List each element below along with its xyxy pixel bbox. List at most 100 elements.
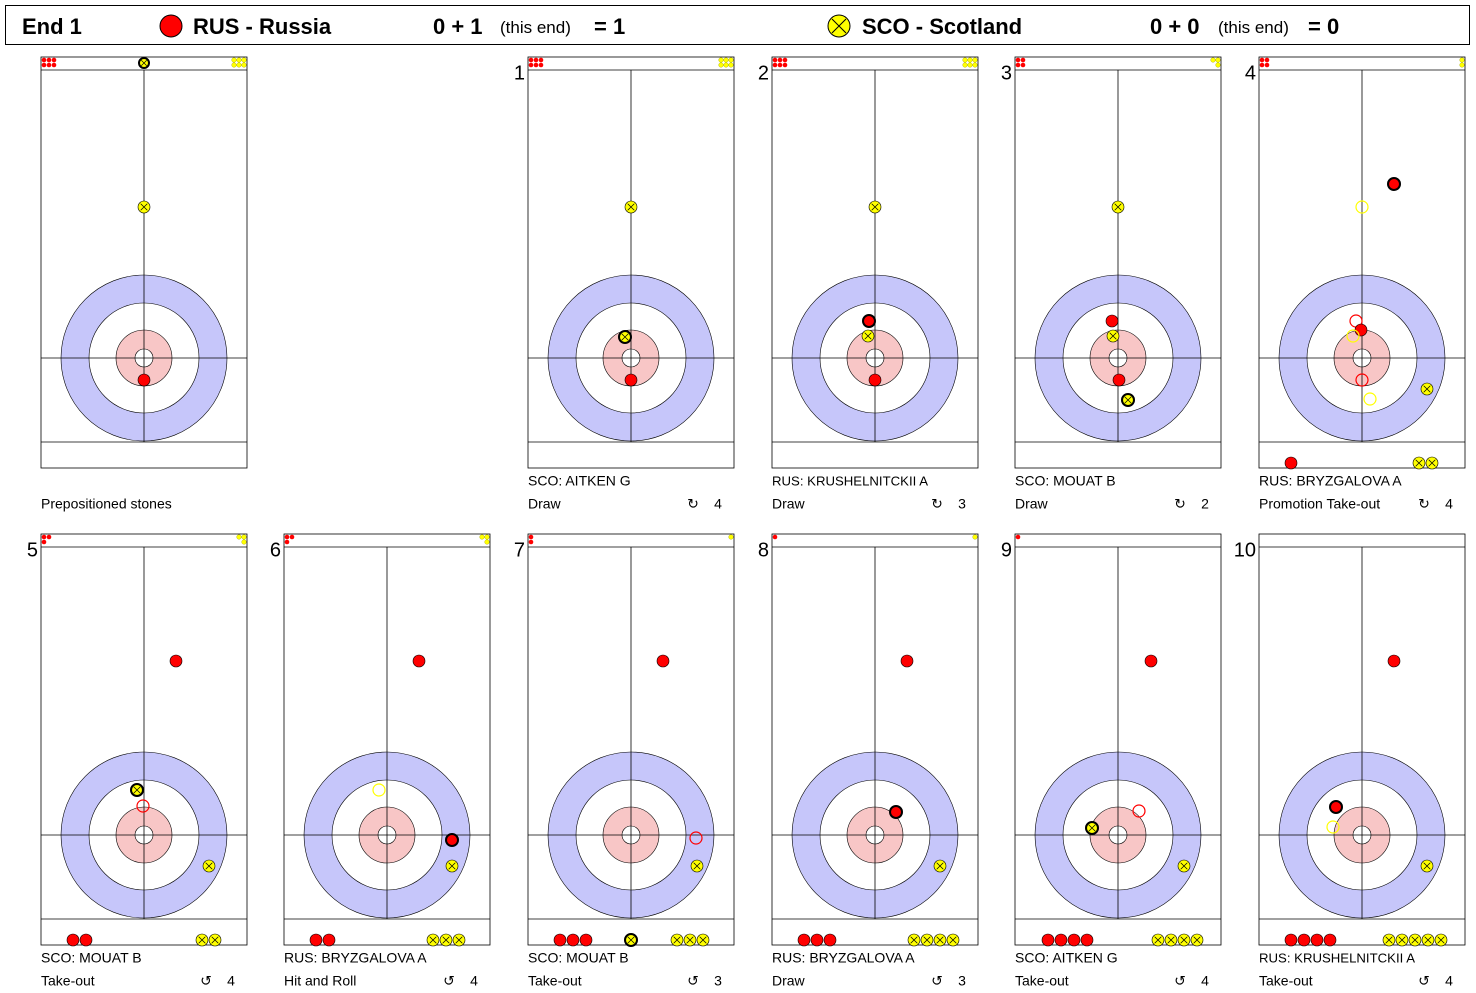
stone <box>169 654 183 668</box>
stone <box>1297 933 1311 947</box>
stone-previous <box>1355 200 1369 214</box>
stone <box>1310 933 1324 947</box>
stone-cross <box>1428 459 1436 467</box>
stones-left <box>1459 57 1465 63</box>
stone <box>889 805 903 819</box>
team-total: = 0 <box>1308 14 1340 39</box>
shot-type: Draw <box>772 973 806 989</box>
stone-cross <box>686 936 694 944</box>
stones-left <box>782 57 788 63</box>
stone <box>1112 373 1126 387</box>
stone <box>412 654 426 668</box>
stone <box>579 933 593 947</box>
stones-left <box>533 62 539 68</box>
stones-left <box>962 62 968 68</box>
rotation: ↺ <box>443 973 455 989</box>
stones-left <box>962 57 968 63</box>
stones-left <box>967 62 973 68</box>
stones-left <box>538 57 544 63</box>
stones-left <box>284 539 290 545</box>
stones-left <box>51 57 57 63</box>
rating: 4 <box>227 973 235 989</box>
stone-cross <box>864 332 872 340</box>
player: SCO: MOUAT B <box>528 950 629 966</box>
rating: 4 <box>714 496 722 512</box>
caption: Prepositioned stones <box>41 496 172 512</box>
stones-left <box>236 534 242 540</box>
stones-left <box>231 57 237 63</box>
stone-cross <box>627 203 635 211</box>
stone <box>862 314 876 328</box>
stone-cross <box>1180 936 1188 944</box>
stone <box>1387 177 1401 191</box>
stones-left <box>538 62 544 68</box>
stone-cross <box>693 862 701 870</box>
stones-left <box>1259 62 1265 68</box>
stones-left <box>1015 62 1021 68</box>
stone <box>1080 933 1094 947</box>
stone-cross <box>455 936 463 944</box>
stone-cross <box>1423 862 1431 870</box>
stones-left <box>533 57 539 63</box>
stone-cross <box>923 936 931 944</box>
rating: 3 <box>958 496 966 512</box>
stone <box>1284 456 1298 470</box>
shot-number: 8 <box>758 539 769 561</box>
stone-cross <box>1424 936 1432 944</box>
stone-previous <box>136 799 150 813</box>
stone-cross <box>1411 936 1419 944</box>
stones-left <box>1020 62 1026 68</box>
stone <box>1054 933 1068 947</box>
stones-left <box>1259 57 1265 63</box>
rotation: ↺ <box>931 973 943 989</box>
stone <box>1323 933 1337 947</box>
player: RUS: BRYZGALOVA A <box>772 950 915 966</box>
rotation: ↺ <box>200 973 212 989</box>
stones-left <box>528 62 534 68</box>
stone-cross <box>1398 936 1406 944</box>
stone-cross <box>211 936 219 944</box>
team-score: 0 + 1 <box>433 14 483 39</box>
stone-cross <box>910 936 918 944</box>
stone <box>823 933 837 947</box>
stones-left <box>777 57 783 63</box>
stones-left <box>1015 534 1021 540</box>
stones-left <box>1264 57 1270 63</box>
shot-type: Take-out <box>41 973 95 989</box>
stone-cross <box>448 862 456 870</box>
stone-cross <box>1154 936 1162 944</box>
stone <box>1284 933 1298 947</box>
stones-left <box>528 57 534 63</box>
stones-left <box>241 62 247 68</box>
yellow-icon <box>827 14 851 38</box>
stone <box>137 373 151 387</box>
rating: 4 <box>470 973 478 989</box>
stones-left <box>967 57 973 63</box>
shot-number: 2 <box>758 62 769 84</box>
stones-left <box>289 534 295 540</box>
stones-left <box>728 62 734 68</box>
rating: 3 <box>714 973 722 989</box>
red-icon <box>159 14 183 38</box>
player: RUS: BRYZGALOVA A <box>1259 473 1402 489</box>
stone <box>900 654 914 668</box>
stone-cross <box>1180 862 1188 870</box>
header: End 1 RUS - Russia 0 + 1 (this end) = 1 … <box>5 5 1470 45</box>
player: RUS: KRUSHELNITCKII A <box>1259 950 1415 965</box>
stone-cross <box>1114 203 1122 211</box>
stones-left <box>241 534 247 540</box>
stone <box>868 373 882 387</box>
rotation: ↺ <box>1174 973 1186 989</box>
end-label: End 1 <box>22 14 82 39</box>
team-name: SCO - Scotland <box>862 14 1023 39</box>
stones-left <box>782 62 788 68</box>
stones-left <box>484 539 490 545</box>
stones-left <box>46 57 52 63</box>
team-total: = 1 <box>594 14 626 39</box>
shot-type: Hit and Roll <box>284 973 356 989</box>
stone-cross <box>1423 385 1431 393</box>
stone-cross <box>1193 936 1201 944</box>
stone <box>553 933 567 947</box>
stone-cross <box>1124 396 1132 404</box>
